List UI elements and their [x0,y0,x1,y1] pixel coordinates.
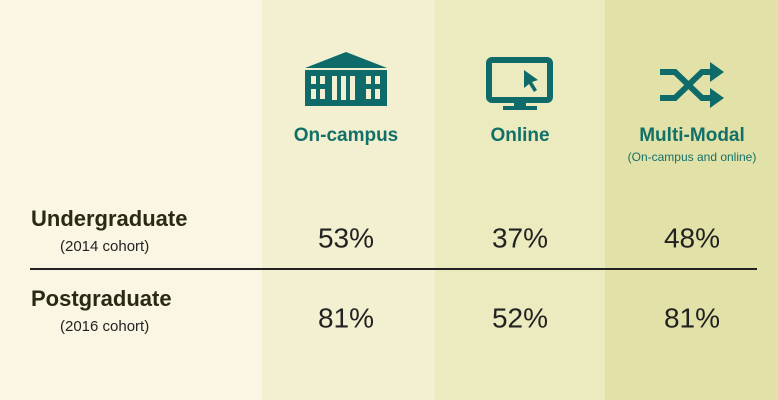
row-cohort: (2014 cohort) [60,238,149,255]
cell-value: 48% [664,222,720,253]
row-cohort: (2016 cohort) [60,318,149,335]
cell-value: 81% [318,302,374,333]
row-label: Postgraduate [31,286,172,311]
multimodal-icon [660,62,724,108]
column-label: On-campus [294,125,399,146]
column-band [435,0,605,400]
row-label: Undergraduate [31,206,187,231]
campus-icon [305,52,387,106]
column-band [605,0,778,400]
column-note: (On-campus and online) [628,150,757,164]
background [0,0,262,400]
cell-value: 52% [492,302,548,333]
column-label: Online [490,125,549,146]
cell-value: 81% [664,302,720,333]
column-label: Multi-Modal [639,125,745,146]
cell-value: 37% [492,222,548,253]
online-icon [486,57,553,110]
cell-value: 53% [318,222,374,253]
